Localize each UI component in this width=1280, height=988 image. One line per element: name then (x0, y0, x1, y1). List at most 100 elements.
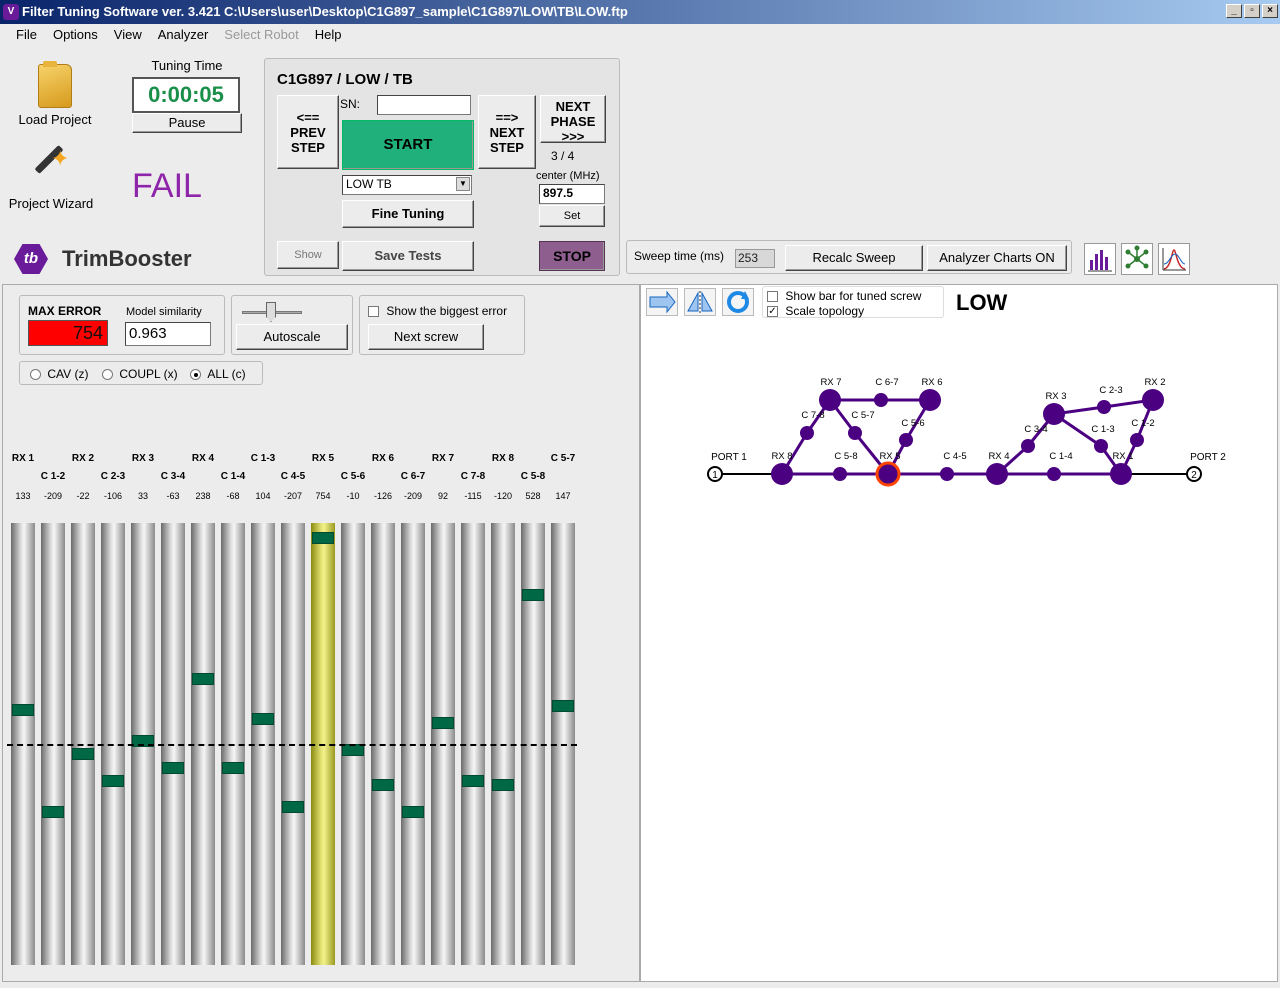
radio-cav-dot[interactable] (30, 369, 41, 381)
bar-label: RX 4 (191, 453, 215, 464)
bar-marker (402, 805, 424, 818)
bar-chart-icon[interactable] (1084, 243, 1116, 275)
bar-marker (12, 704, 34, 717)
refresh-icon[interactable] (722, 288, 754, 316)
max-error-label: MAX ERROR (28, 304, 102, 318)
next-step-button[interactable]: ==> NEXT STEP (478, 95, 536, 169)
bar-label: C 4-5 (280, 471, 306, 482)
next-screw-button[interactable]: Next screw (368, 324, 484, 350)
port-number: 2 (1191, 470, 1197, 481)
topology-node-label: RX 3 (1045, 391, 1066, 402)
bar-value: -209 (43, 491, 63, 501)
zero-line (7, 744, 577, 746)
chevron-down-icon[interactable]: ▼ (456, 177, 470, 191)
show-biggest-check[interactable] (368, 306, 379, 318)
app-icon: V (3, 4, 19, 20)
menu-options[interactable]: Options (52, 27, 98, 42)
topology-node-label: C 4-5 (943, 451, 966, 462)
prev-step-button[interactable]: <== PREV STEP (277, 95, 339, 169)
close-button[interactable]: × (1262, 4, 1278, 18)
topology-node (848, 426, 862, 440)
fine-tuning-button[interactable]: Fine Tuning (342, 200, 474, 228)
topology-node (819, 389, 841, 411)
bar-marker (432, 717, 454, 730)
topology-node (940, 467, 954, 481)
bar-value: -209 (403, 491, 423, 501)
bar-label: C 2-3 (100, 471, 126, 482)
topology-node-label: C 5-7 (851, 410, 874, 421)
maximize-button[interactable]: ▫ (1244, 4, 1260, 18)
topology-node-label: RX 1 (1112, 451, 1133, 462)
load-project-label: Load Project (18, 112, 92, 127)
bar-value: 92 (437, 491, 449, 501)
project-wizard-label: Project Wizard (8, 196, 94, 211)
save-tests-button[interactable]: Save Tests (342, 241, 474, 271)
set-button[interactable]: Set (539, 205, 605, 227)
show-button[interactable]: Show (277, 241, 339, 269)
bar-marker (222, 761, 244, 774)
bar-label: RX 7 (431, 453, 455, 464)
radio-coupl-dot[interactable] (102, 369, 113, 381)
topology-options: Show bar for tuned screw ✓ Scale topolog… (762, 286, 944, 318)
wand-icon: ✦ (29, 144, 73, 192)
show-biggest-checkbox[interactable]: Show the biggest error (368, 304, 507, 318)
title-bar: V Filter Tuning Software ver. 3.421 C:\U… (0, 0, 1280, 24)
bar-marker (42, 805, 64, 818)
radio-cav[interactable]: CAV (z) (30, 367, 88, 381)
mirror-icon[interactable] (684, 288, 716, 316)
similarity-label: Model similarity (126, 306, 202, 318)
topology-node (986, 463, 1008, 485)
menu-select-robot[interactable]: Select Robot (224, 27, 299, 42)
brand: tb TrimBooster (14, 244, 192, 274)
timer-title: Tuning Time (151, 58, 223, 73)
bar-value: 104 (255, 491, 271, 501)
show-bar-check[interactable] (767, 291, 778, 303)
bar-label: C 1-2 (40, 471, 66, 482)
stop-button[interactable]: STOP (539, 241, 605, 271)
pause-button[interactable]: Pause (132, 113, 242, 133)
autoscale-button[interactable]: Autoscale (236, 324, 348, 350)
scale-slider-thumb[interactable] (266, 302, 276, 322)
menu-bar: File Options View Analyzer Select Robot … (0, 24, 1280, 46)
max-error-group: MAX ERROR 754 Model similarity 0.963 (19, 295, 225, 355)
menu-view[interactable]: View (113, 27, 142, 42)
phase-select[interactable]: LOW TB ▼ (342, 175, 472, 195)
bar-value: 754 (315, 491, 331, 501)
menu-analyzer[interactable]: Analyzer (157, 27, 209, 42)
sn-input[interactable] (377, 95, 471, 115)
load-project-button[interactable]: Load Project (14, 61, 96, 127)
sweep-time-input[interactable]: 253 (735, 249, 775, 268)
bar-value: 147 (555, 491, 571, 501)
topology-panel (640, 284, 1278, 982)
error-panel: MAX ERROR 754 Model similarity 0.963 Aut… (2, 284, 640, 982)
center-input[interactable]: 897.5 (539, 184, 605, 204)
show-bar-option[interactable]: Show bar for tuned screw (767, 289, 921, 303)
minimize-button[interactable]: _ (1226, 4, 1242, 18)
bar-value: 133 (15, 491, 31, 501)
next-phase-button[interactable]: NEXT PHASE >>> (540, 95, 606, 144)
analyzer-charts-button[interactable]: Analyzer Charts ON (927, 245, 1067, 271)
scale-topology-option[interactable]: ✓ Scale topology (767, 304, 864, 318)
bar-marker (312, 531, 334, 544)
scale-topology-label: Scale topology (785, 304, 865, 318)
bar-label: RX 2 (71, 453, 95, 464)
topology-node (1097, 400, 1111, 414)
scale-topology-check[interactable]: ✓ (767, 306, 778, 318)
start-button[interactable]: START (342, 120, 474, 170)
menu-help[interactable]: Help (314, 27, 342, 42)
radio-coupl[interactable]: COUPL (x) (102, 367, 178, 381)
topology-node (875, 461, 901, 487)
recalc-sweep-button[interactable]: Recalc Sweep (785, 245, 923, 271)
topology-icon[interactable] (1121, 243, 1153, 275)
menu-file[interactable]: File (16, 27, 37, 42)
radio-all-dot[interactable] (190, 369, 201, 381)
autoscale-group: Autoscale (231, 295, 353, 355)
radio-all[interactable]: ALL (c) (190, 367, 246, 381)
bar-label: C 6-7 (400, 471, 426, 482)
port-number: 1 (712, 470, 718, 481)
curve-icon[interactable] (1158, 243, 1190, 275)
project-panel: C1G897 / LOW / TB <== PREV STEP SN: STAR… (264, 58, 620, 276)
arrow-right-icon[interactable] (646, 288, 678, 316)
bar-value: 528 (525, 491, 541, 501)
project-wizard-button[interactable]: ✦ Project Wizard (6, 144, 96, 211)
